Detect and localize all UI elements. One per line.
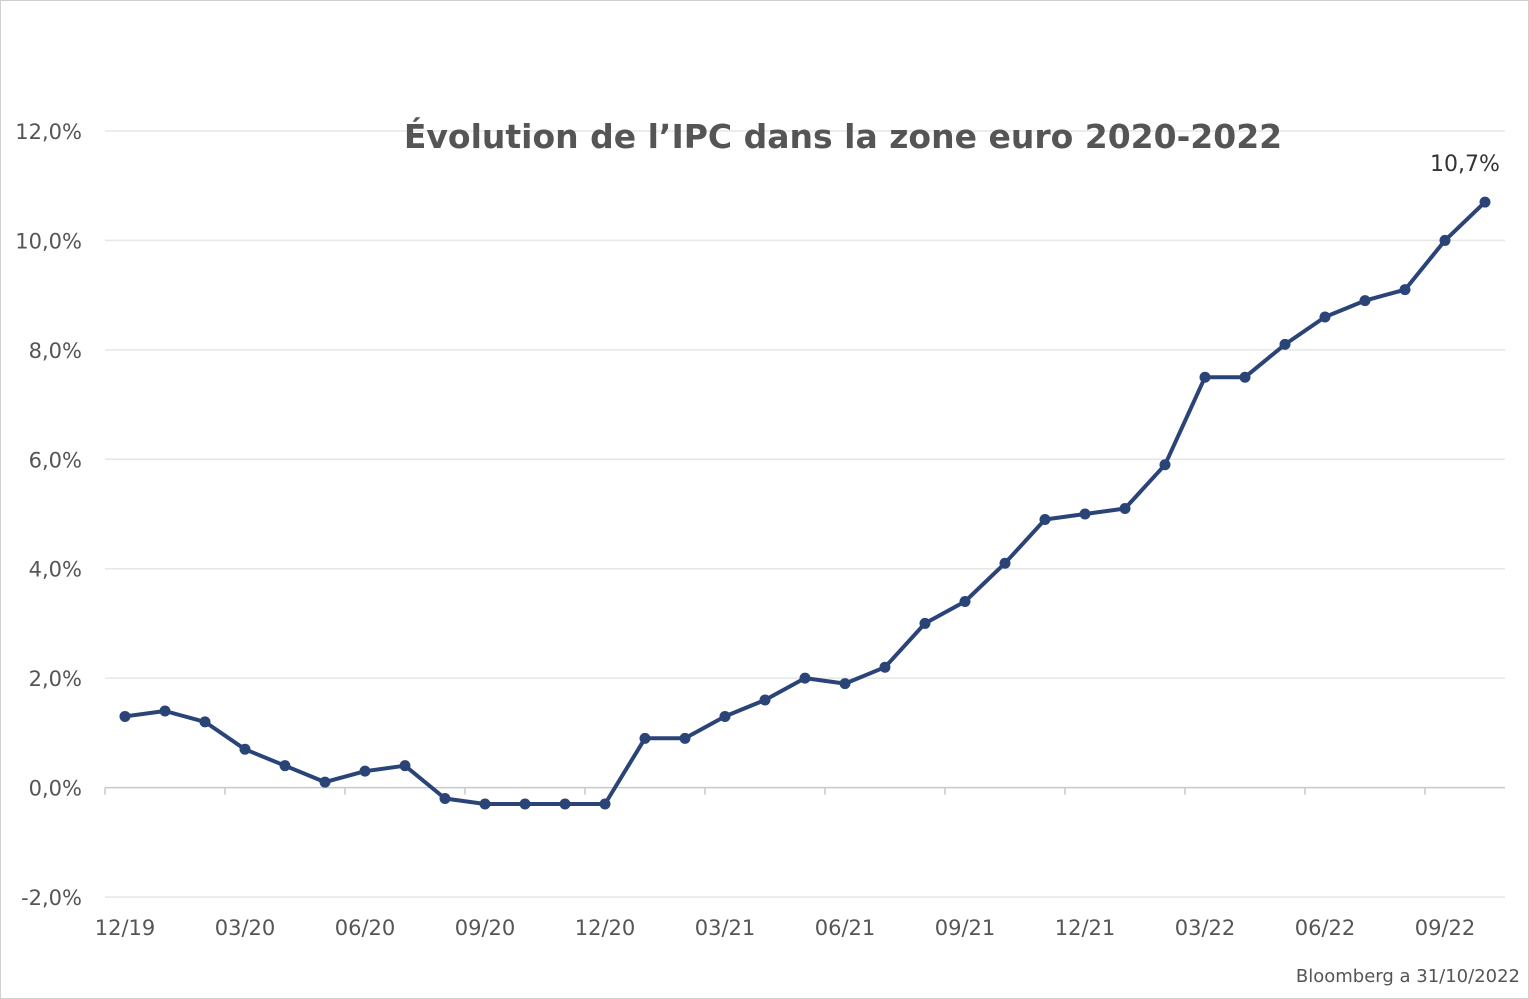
data-point-10-20 [519,798,531,810]
x-tick-label: 09/20 [455,916,516,940]
data-point-03-20 [239,743,251,755]
y-tick-label: -2,0% [21,886,82,910]
x-tick-label: 12/19 [95,916,156,940]
x-tick-label: 09/21 [935,916,996,940]
data-point-04-21 [759,694,771,706]
data-point-08-22 [1399,284,1411,296]
x-tick-label: 03/22 [1175,916,1236,940]
chart-title: Évolution de l’IPC dans la zone euro 202… [404,116,1282,156]
x-tick-label: 03/20 [215,916,276,940]
data-point-09-22 [1439,234,1451,246]
series-line [123,200,1487,806]
data-point-09-21 [959,596,971,608]
data-point-10-22 [1479,196,1491,208]
data-point-09-20 [479,798,491,810]
x-tick-label: 06/21 [815,916,876,940]
y-tick-label: 8,0% [29,339,82,363]
source-note: Bloomberg a 31/10/2022 [1296,966,1520,987]
data-point-02-21 [679,732,691,744]
data-point-12-21 [1079,508,1091,520]
x-axis-ticks: 12/19 03/20 06/20 09/20 12/20 03/21 06/21 09/21… [95,916,1476,940]
last-value-annotation: 10,7% [1430,152,1500,177]
data-point-11-21 [1039,513,1051,525]
data-point-12-19 [119,710,131,722]
data-point-04-20 [279,760,291,772]
y-tick-label: 6,0% [29,448,82,472]
data-point-11-20 [559,798,571,810]
data-point-05-20 [319,776,331,788]
y-tick-label: 10,0% [15,229,82,253]
x-tick-label: 03/21 [695,916,756,940]
data-point-03-22 [1199,371,1211,383]
y-axis-ticks: -2,0% 0,0% 2,0% 4,0% 6,0% 8,0% 10,0% 12,0% [15,120,82,910]
y-tick-label: 12,0% [15,120,82,144]
data-point-04-22 [1239,371,1251,383]
data-point-05-21 [799,672,811,684]
data-point-07-20 [399,760,411,772]
data-point-12-20 [599,798,611,810]
y-tick-label: 4,0% [29,558,82,582]
x-tick-label: 12/20 [575,916,636,940]
data-point-07-22 [1359,295,1371,307]
x-axis [104,786,1505,795]
data-point-01-21 [639,732,651,744]
data-point-06-20 [359,765,371,777]
gridlines [105,130,1505,898]
data-point-02-22 [1159,459,1171,471]
x-tick-label: 09/22 [1415,916,1476,940]
data-point-10-21 [999,557,1011,569]
data-point-01-20 [159,705,171,717]
data-point-03-21 [719,710,731,722]
data-point-08-21 [919,617,931,629]
data-point-05-22 [1279,338,1291,350]
data-point-07-21 [879,661,891,673]
data-point-02-20 [199,716,211,728]
x-tick-label: 06/20 [335,916,396,940]
data-point-08-20 [439,793,451,805]
data-point-06-22 [1319,311,1331,323]
x-tick-label: 12/21 [1055,916,1116,940]
data-point-01-22 [1119,503,1131,515]
y-tick-label: 2,0% [29,667,82,691]
y-tick-label: 0,0% [29,777,82,801]
data-point-06-21 [839,678,851,690]
series-points [119,196,1491,810]
x-tick-label: 06/22 [1295,916,1356,940]
